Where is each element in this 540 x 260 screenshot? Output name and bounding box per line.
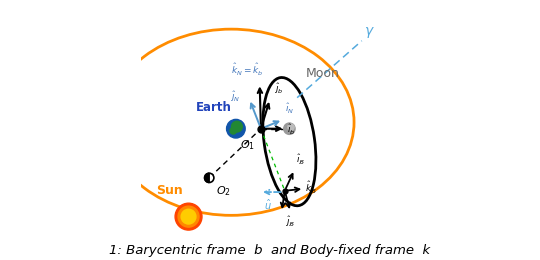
Circle shape [227,119,245,138]
Circle shape [288,124,294,130]
Text: Sun: Sun [156,184,183,197]
Wedge shape [205,173,209,183]
Circle shape [205,173,214,183]
Circle shape [178,206,199,227]
Text: $\hat{k}_N = \hat{k}_b$: $\hat{k}_N = \hat{k}_b$ [231,62,263,78]
Text: $\hat{\jmath}_\mathcal{B}$: $\hat{\jmath}_\mathcal{B}$ [285,214,295,229]
Circle shape [230,127,237,134]
Circle shape [175,203,202,230]
Text: $\gamma$: $\gamma$ [363,25,374,40]
Text: $\hat{\jmath}_N$: $\hat{\jmath}_N$ [230,89,240,104]
Text: Earth: Earth [196,101,232,114]
Text: $\hat{\imath}_\mathcal{B}$: $\hat{\imath}_\mathcal{B}$ [296,153,305,167]
Text: Moon: Moon [306,67,340,80]
Circle shape [181,209,196,224]
Text: $\hat{\jmath}_b$: $\hat{\jmath}_b$ [274,82,284,96]
Circle shape [284,123,295,134]
Text: $\hat{\imath}_b$: $\hat{\imath}_b$ [287,123,295,137]
Text: $O_1$: $O_1$ [240,139,255,152]
Circle shape [232,121,242,132]
Text: $O_2$: $O_2$ [215,184,231,198]
Text: $\hat{u}$: $\hat{u}$ [264,198,272,212]
Text: $\hat{\imath}_N$: $\hat{\imath}_N$ [285,102,294,116]
Text: 1: Barycentric frame  b  and Body-fixed frame  k: 1: Barycentric frame b and Body-fixed fr… [110,244,430,257]
Text: $\hat{k}_\mathcal{B}$: $\hat{k}_\mathcal{B}$ [306,180,317,196]
